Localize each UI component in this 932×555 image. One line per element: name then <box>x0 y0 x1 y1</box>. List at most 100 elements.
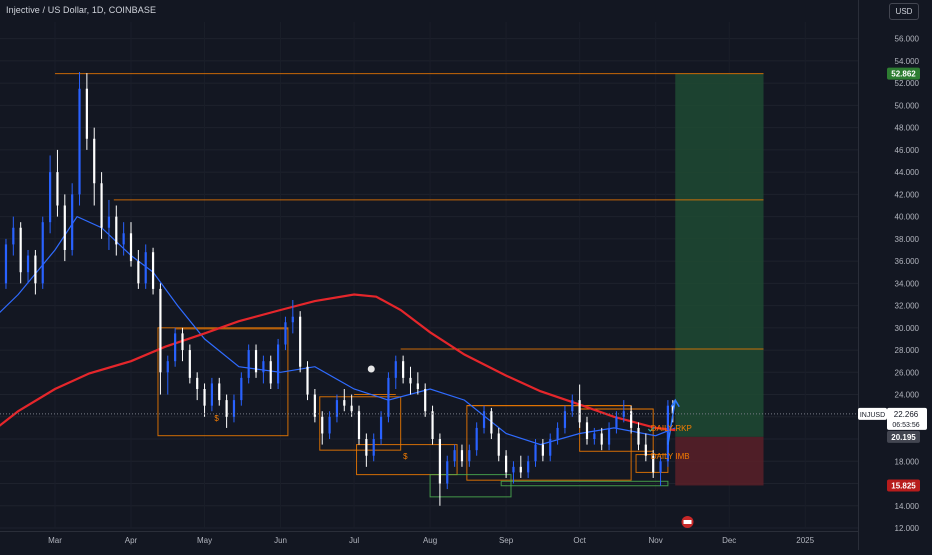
y-tick-label: 40.000 <box>895 213 920 222</box>
x-tick-label: 2025 <box>796 536 814 545</box>
y-tick-label: 52.000 <box>895 79 920 88</box>
candle-down <box>541 444 544 456</box>
candle-up <box>166 361 169 373</box>
candle-down <box>34 255 37 284</box>
candle-down <box>438 439 442 484</box>
candle-up <box>563 411 567 428</box>
candle-down <box>218 383 221 401</box>
candle-down <box>56 172 59 206</box>
candle-down <box>203 388 206 406</box>
candle-up <box>571 400 574 412</box>
target-price-tag: 52.862 <box>891 70 916 79</box>
candle-down <box>151 252 155 289</box>
candles-layer <box>4 72 674 506</box>
level-box <box>579 408 654 452</box>
candle-up <box>291 316 294 323</box>
currency-button[interactable]: USD <box>889 3 919 20</box>
x-tick-label: Sep <box>499 536 514 545</box>
candle-up <box>387 377 390 417</box>
candle-down <box>93 138 96 184</box>
candle-down <box>321 416 324 434</box>
candle-up <box>328 416 331 434</box>
y-tick-label: 42.000 <box>895 190 920 199</box>
candle-down <box>129 233 133 262</box>
candle-down <box>306 366 309 395</box>
candle-down <box>600 433 603 445</box>
flag-event-stripe <box>683 520 692 524</box>
candle-down <box>578 400 581 423</box>
level-box <box>157 327 289 437</box>
level-box <box>466 405 632 481</box>
candle-down <box>504 455 508 473</box>
symbol-tag: INJUSD <box>860 412 885 419</box>
demand-zone <box>429 474 512 498</box>
candle-up <box>534 444 537 462</box>
candle-down <box>644 444 647 456</box>
y-tick-label: 12.000 <box>895 524 920 533</box>
zones-layer <box>55 73 764 498</box>
annotations-layer: $ $ DAILY RKP DAILY IMB <box>0 365 858 528</box>
candle-up <box>4 244 8 284</box>
y-tick-label: 18.000 <box>895 457 920 466</box>
candle-down <box>85 88 88 139</box>
candle-up <box>276 344 280 384</box>
candle-down <box>416 383 419 389</box>
candle-up <box>666 405 670 462</box>
stop-zone <box>675 436 764 486</box>
chart-title: Injective / US Dollar, 1D, COINBASE <box>6 5 157 15</box>
countdown-tag: 06:53:56 <box>892 422 919 429</box>
x-tick-label: Jun <box>274 536 287 545</box>
candle-up <box>549 439 552 456</box>
candle-down <box>630 411 633 428</box>
stop-price-tag-bg <box>887 479 920 492</box>
stop-price-tag: 15.825 <box>891 481 916 490</box>
y-tick-label: 34.000 <box>895 279 920 288</box>
candle-down <box>159 288 162 373</box>
candle-down <box>313 394 316 417</box>
x-tick-label: May <box>197 536 212 545</box>
candle-down <box>519 466 522 473</box>
y-tick-label: 38.000 <box>895 235 920 244</box>
x-tick-label: Oct <box>573 536 586 545</box>
candle-down <box>460 450 464 462</box>
x-tick-label: Nov <box>649 536 663 545</box>
candle-down <box>137 261 140 284</box>
candle-down <box>585 422 589 440</box>
target-price-tag-bg <box>887 67 920 80</box>
annotation-label: $ <box>214 414 219 423</box>
candle-up <box>475 427 478 451</box>
candle-up <box>394 361 397 378</box>
projection-arrow <box>667 398 680 445</box>
candle-down <box>225 400 228 417</box>
candle-down <box>299 316 302 367</box>
candle-down <box>671 405 674 414</box>
candle-up <box>556 427 559 440</box>
candle-up <box>247 350 250 378</box>
y-tick-label: 50.000 <box>895 101 920 110</box>
candle-up <box>372 439 375 456</box>
candle-up <box>210 383 214 406</box>
candle-up <box>482 411 486 428</box>
candle-down <box>100 183 103 228</box>
candle-down <box>269 361 272 384</box>
symbol-tag-bg <box>858 407 887 420</box>
ma-slow-line <box>0 293 676 432</box>
y-tick-label: 44.000 <box>895 168 920 177</box>
y-tick-label: 46.000 <box>895 146 920 155</box>
last-price-tag-bg <box>887 407 927 430</box>
x-tick-label: Jul <box>349 536 359 545</box>
annotation-label: DAILY IMB <box>651 452 690 461</box>
candle-up <box>232 400 236 417</box>
candle-up <box>122 233 125 245</box>
x-tick-label: Mar <box>48 536 62 545</box>
candle-up <box>622 411 625 417</box>
annotation-label: DAILY RKP <box>651 424 692 433</box>
level-box <box>319 396 402 451</box>
candle-down <box>497 433 500 456</box>
x-tick-label: Aug <box>423 536 437 545</box>
candle-down <box>343 400 346 406</box>
candle-down <box>637 427 640 445</box>
